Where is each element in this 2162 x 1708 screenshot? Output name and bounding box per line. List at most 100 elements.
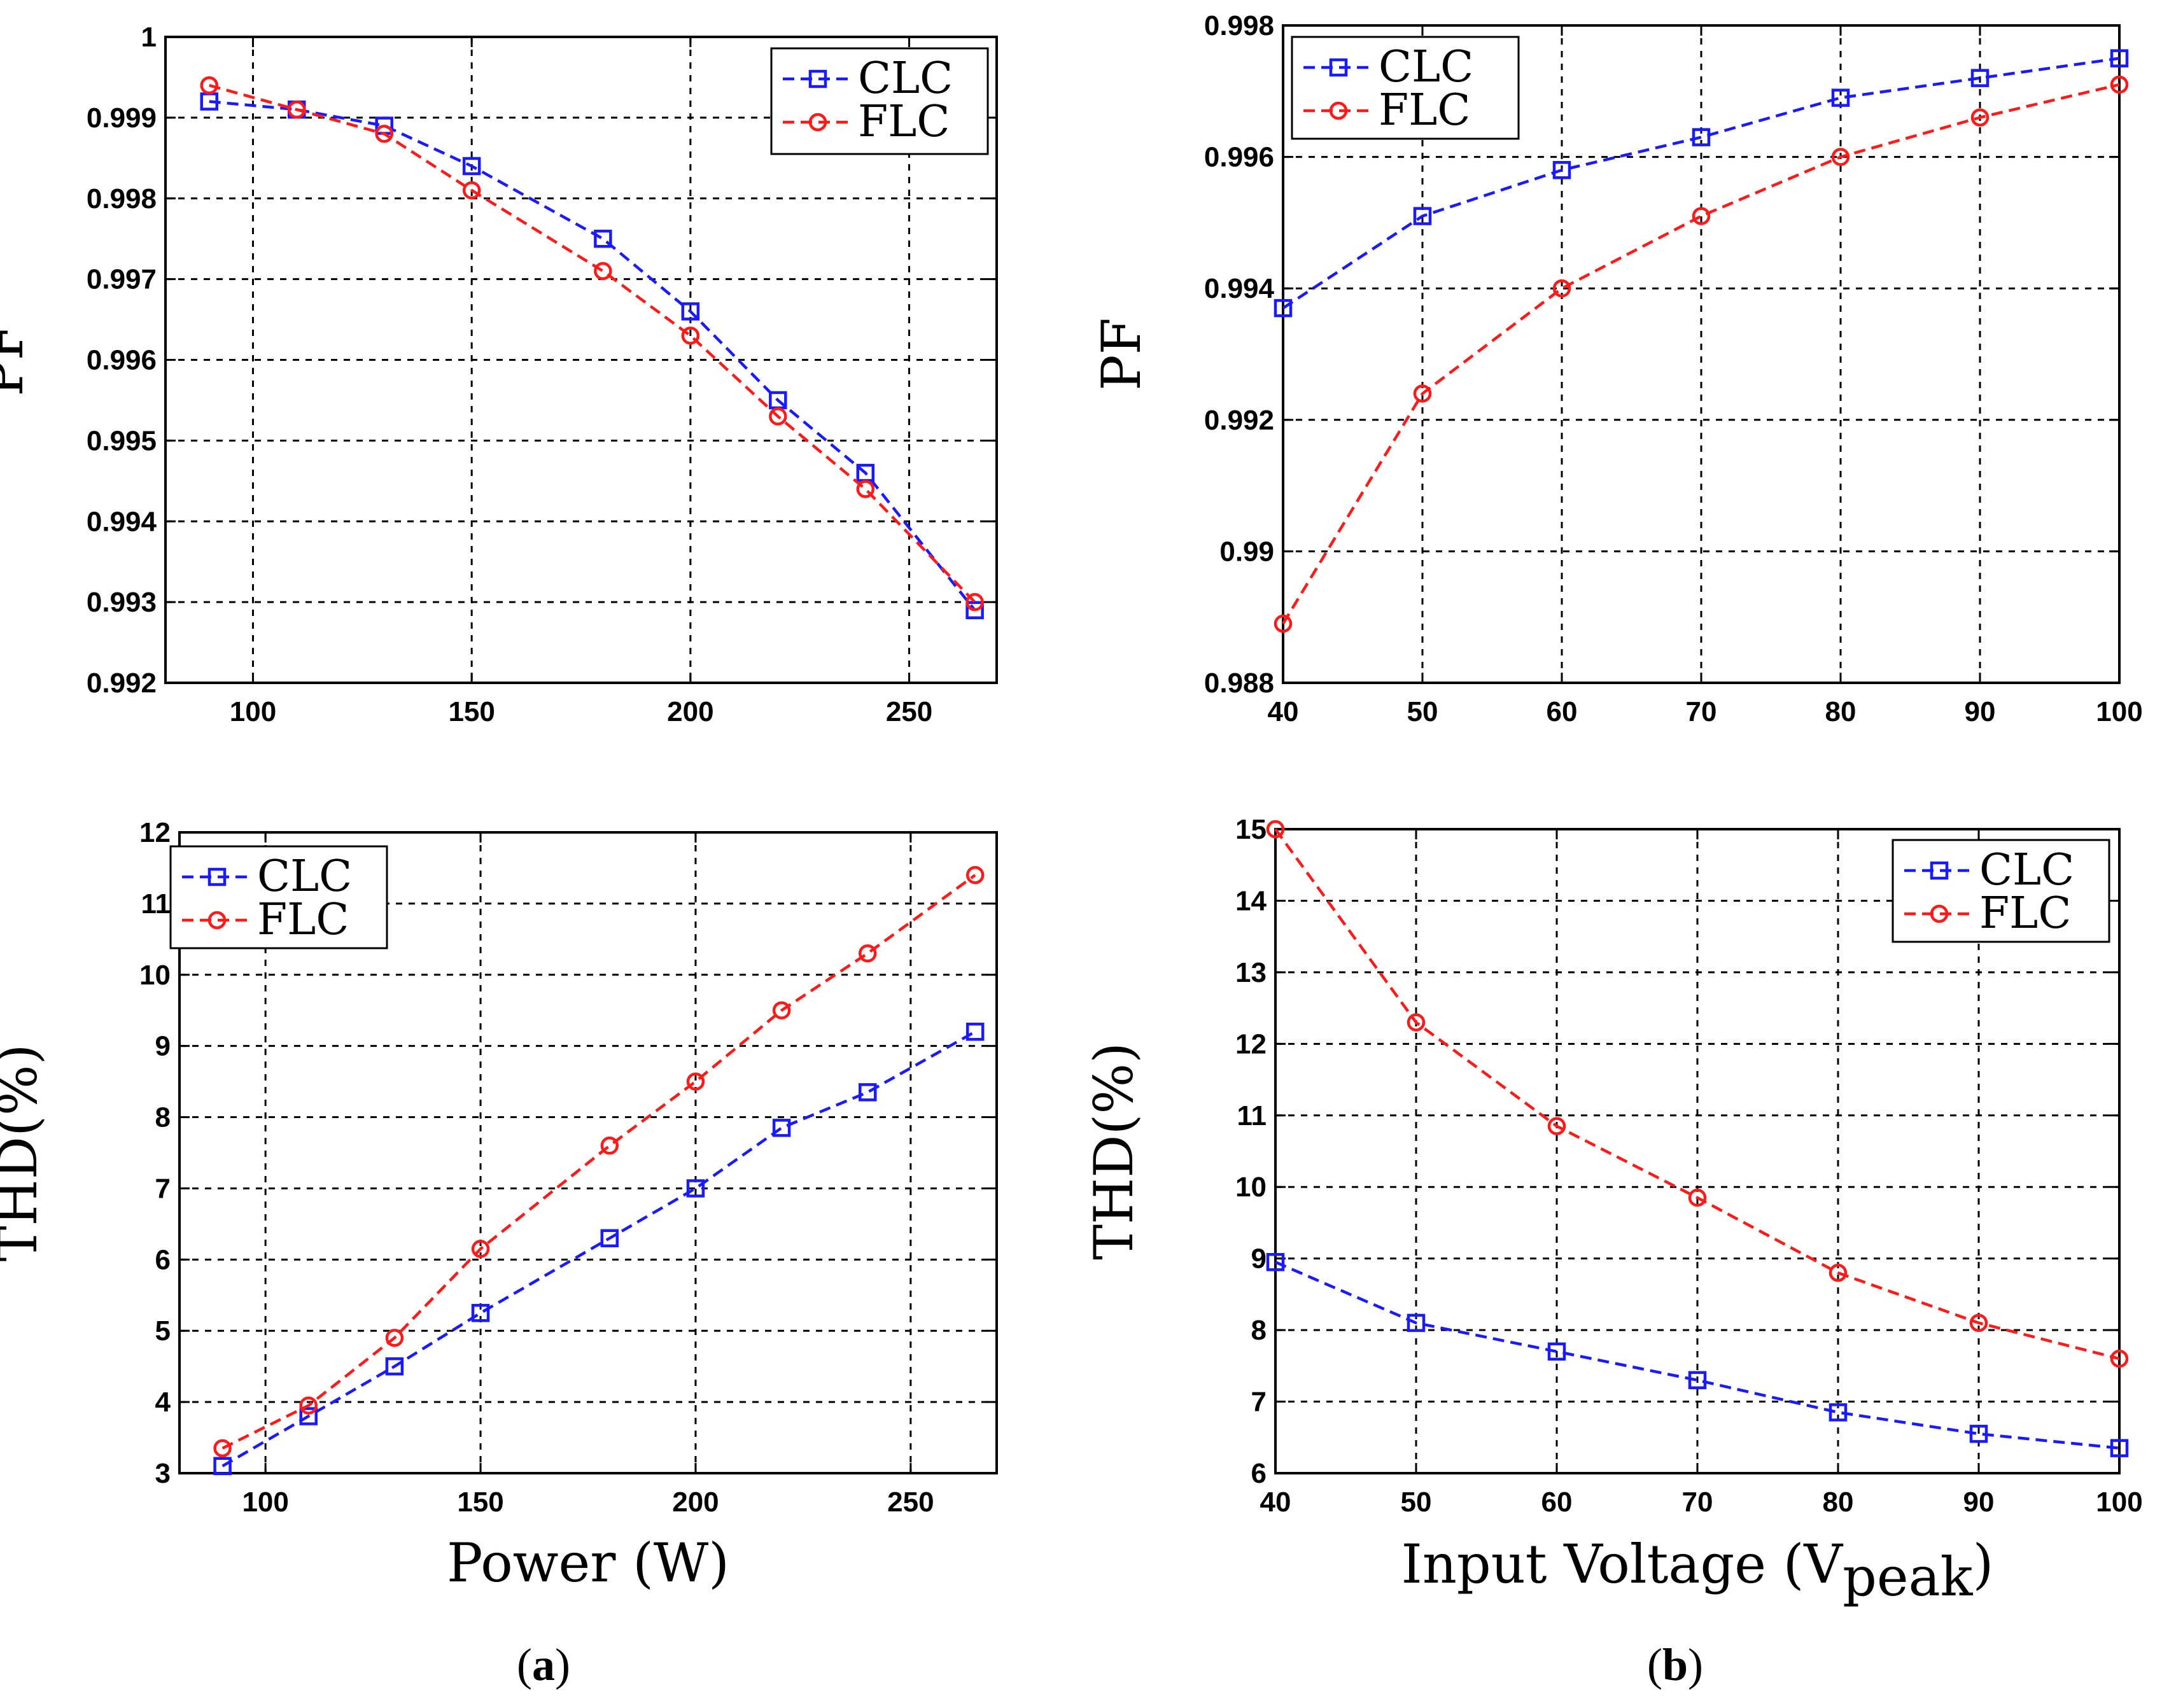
y-tick-label: 10 bbox=[139, 960, 171, 991]
y-tick-label: 0.992 bbox=[1204, 405, 1274, 436]
x-tick-label: 50 bbox=[1401, 1487, 1432, 1518]
legend-marker-flc bbox=[1329, 101, 1348, 120]
data-point-clc bbox=[1552, 161, 1571, 179]
data-point-flc bbox=[769, 407, 787, 426]
data-point-clc bbox=[772, 1119, 791, 1137]
legend-marker-clc bbox=[1329, 58, 1348, 77]
y-tick-label: 10 bbox=[1235, 1172, 1267, 1203]
y-axis-title: PF bbox=[0, 323, 35, 396]
data-point-clc bbox=[1692, 128, 1711, 146]
series-line-flc bbox=[221, 874, 976, 1450]
x-tick-label: 50 bbox=[1407, 696, 1438, 727]
legend-marker-flc bbox=[808, 113, 827, 132]
data-point-flc bbox=[859, 944, 877, 963]
y-tick-label: 0.996 bbox=[1204, 142, 1274, 173]
series-clc bbox=[1274, 49, 2129, 318]
data-point-flc bbox=[200, 76, 218, 95]
data-point-flc bbox=[965, 865, 985, 885]
data-point-flc bbox=[287, 100, 306, 119]
data-point-flc bbox=[772, 1001, 791, 1019]
data-point-clc bbox=[594, 229, 612, 248]
legend-marker-clc bbox=[207, 867, 227, 886]
data-point-clc bbox=[1274, 298, 1293, 318]
y-axis-title: PF bbox=[1090, 318, 1153, 391]
data-point-flc bbox=[375, 125, 393, 143]
y-tick-label: 15 bbox=[1235, 814, 1267, 845]
y-tick-label: 11 bbox=[141, 888, 171, 920]
x-tick-label: 100 bbox=[2096, 1487, 2142, 1518]
data-point-clc bbox=[385, 1357, 404, 1376]
data-point-clc bbox=[965, 1023, 985, 1041]
data-point-flc bbox=[1547, 1117, 1566, 1135]
legend-label-flc: FLC bbox=[257, 895, 349, 945]
data-point-flc bbox=[856, 480, 875, 498]
y-tick-label: 3 bbox=[155, 1458, 171, 1489]
y-tick-label: 0.99 bbox=[1219, 536, 1274, 567]
panel-label-letter: a bbox=[532, 1639, 555, 1690]
data-point-clc bbox=[686, 1179, 705, 1198]
legend-marker-flc bbox=[207, 911, 227, 930]
axes-frame bbox=[178, 831, 998, 1474]
series-line-flc bbox=[1274, 828, 2120, 1361]
y-tick-label: 0.993 bbox=[87, 587, 157, 618]
panel-label-open: ( bbox=[1647, 1639, 1662, 1690]
data-point-clc bbox=[600, 1229, 619, 1248]
data-point-clc bbox=[213, 1457, 232, 1476]
panel-label-b: (b) bbox=[1647, 1639, 1703, 1690]
legend-label-flc: FLC bbox=[1979, 888, 2071, 939]
x-tick-label: 40 bbox=[1260, 1487, 1291, 1518]
y-tick-label: 14 bbox=[1235, 885, 1267, 916]
x-tick-label: 90 bbox=[1965, 696, 1996, 727]
y-tick-label: 0.997 bbox=[87, 264, 157, 295]
series-line-clc bbox=[1282, 57, 2120, 310]
data-point-flc bbox=[1692, 207, 1711, 225]
legend-marker-clc bbox=[808, 69, 827, 88]
x-tick-label: 80 bbox=[1823, 1487, 1854, 1518]
data-point-flc bbox=[1274, 614, 1293, 633]
x-tick-label: 70 bbox=[1682, 1487, 1713, 1518]
y-tick-label: 4 bbox=[155, 1387, 171, 1418]
data-point-flc bbox=[1688, 1188, 1707, 1207]
legend-label-clc: CLC bbox=[1379, 42, 1473, 92]
x-tick-label: 70 bbox=[1686, 696, 1717, 727]
y-tick-label: 9 bbox=[155, 1031, 171, 1062]
legend-marker-flc bbox=[1930, 904, 1949, 923]
y-tick-label: 0.998 bbox=[1204, 10, 1274, 41]
series-flc bbox=[213, 865, 985, 1458]
data-point-flc bbox=[1829, 1263, 1848, 1282]
y-tick-label: 8 bbox=[1251, 1315, 1267, 1346]
x-axis-title: Input Voltage (Vpeak) bbox=[1401, 1533, 1994, 1608]
data-point-flc bbox=[1266, 820, 1285, 839]
y-tick-label: 7 bbox=[155, 1173, 171, 1204]
x-tick-label: 100 bbox=[2096, 696, 2142, 727]
data-point-clc bbox=[1831, 88, 1850, 107]
data-point-clc bbox=[462, 157, 481, 176]
panel-label-open: ( bbox=[517, 1639, 532, 1690]
data-point-flc bbox=[471, 1240, 490, 1258]
panel-label-a: (a) bbox=[517, 1639, 570, 1690]
series-flc bbox=[200, 76, 984, 612]
x-axis-title-end: ) bbox=[1973, 1533, 1994, 1595]
y-tick-label: 0.996 bbox=[87, 345, 157, 376]
data-point-clc bbox=[965, 601, 984, 620]
x-axis-title-subscript: peak bbox=[1843, 1546, 1974, 1608]
legend-label-clc: CLC bbox=[257, 851, 352, 902]
data-point-flc bbox=[299, 1396, 318, 1415]
data-point-flc bbox=[385, 1329, 404, 1347]
legend-box bbox=[1892, 839, 2110, 943]
series-line-flc bbox=[1282, 83, 2120, 625]
y-tick-label: 0.994 bbox=[87, 506, 157, 537]
series-line-clc bbox=[221, 1030, 976, 1467]
data-point-flc bbox=[1969, 1313, 1988, 1333]
chart-b-thd: 40 50 60 70 80 90 100 6 7 8 9 10 11 12 13 14 15 THD(%) Inp… bbox=[1083, 814, 2143, 1608]
x-tick-label: 90 bbox=[1963, 1487, 1995, 1518]
x-tick-label: 250 bbox=[887, 1487, 934, 1518]
data-point-flc bbox=[1552, 279, 1571, 298]
legend-marker-clc bbox=[1930, 861, 1949, 880]
y-tick-label: 0.992 bbox=[87, 668, 157, 699]
data-point-flc bbox=[462, 181, 481, 200]
data-point-clc bbox=[471, 1304, 490, 1322]
x-tick-label: 60 bbox=[1547, 696, 1578, 727]
